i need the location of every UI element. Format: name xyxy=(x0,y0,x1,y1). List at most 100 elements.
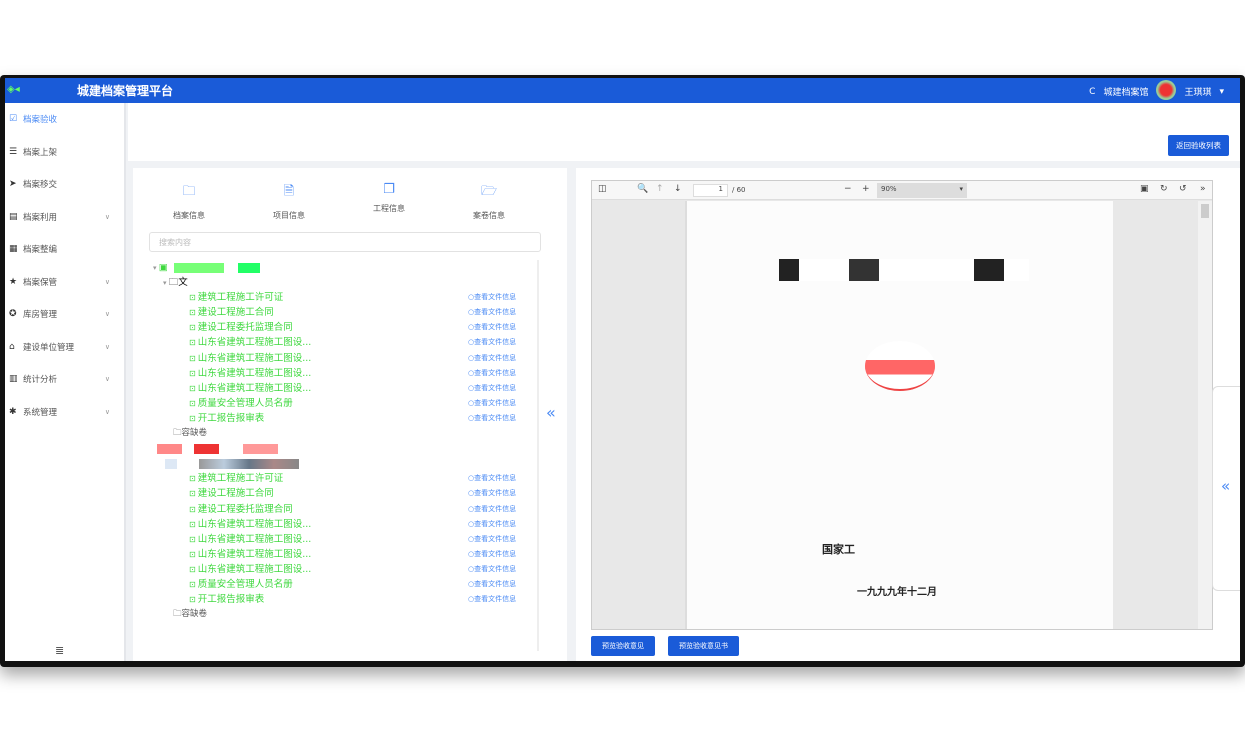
doc-date: 一九九九年十二月 xyxy=(857,587,937,598)
view-file-info-link[interactable]: ○查看文件信息 xyxy=(468,519,517,528)
zoom-select[interactable]: 90% ▾ xyxy=(877,183,967,198)
presentation-icon[interactable]: ▣ xyxy=(1140,184,1149,194)
file-icon: ⊡ xyxy=(189,368,196,378)
tree-file[interactable]: ⊡ 山东省建筑工程施工图设... ○查看文件信息 xyxy=(189,352,517,364)
tree-file[interactable]: ⊡ 质量安全管理人员名册 ○查看文件信息 xyxy=(189,397,517,409)
preview-opinion-button[interactable]: 预览验收意见 xyxy=(591,636,655,656)
tree-file[interactable]: ⊡ 建设工程委托监理合同 ○查看文件信息 xyxy=(189,503,517,515)
expand-right-icon[interactable]: « xyxy=(1212,386,1240,591)
app-header: ◈◂ 城建档案管理平台 C 城建档案馆 王琪琪 ▾ xyxy=(5,78,1240,103)
tree-file[interactable]: ⊡ 开工报告报审表 ○查看文件信息 xyxy=(189,594,517,606)
zoom-out-icon[interactable]: − xyxy=(844,184,852,194)
sidebar-item[interactable]: ✪ 库房管理 ∨ xyxy=(9,309,110,321)
tree-node-project[interactable]: ▾ ▣ xyxy=(153,260,533,275)
sidebar-item[interactable]: ☰ 档案上架 xyxy=(9,146,58,158)
tree-node-missing[interactable]: 🗀容缺卷 xyxy=(173,609,208,620)
top-bar: 返回验收列表 xyxy=(128,103,1240,161)
file-icon: ⊡ xyxy=(189,595,196,605)
building-icon: ⌂ xyxy=(9,341,15,352)
tree-file[interactable]: ⊡ 山东省建筑工程施工图设... ○查看文件信息 xyxy=(189,533,517,545)
tree-file[interactable]: ⊡ 建设工程委托监理合同 ○查看文件信息 xyxy=(189,322,517,334)
sidebar-item[interactable]: ✱ 系统管理 ∨ xyxy=(9,406,110,418)
view-file-info-link[interactable]: ○查看文件信息 xyxy=(468,504,517,513)
sidebar-item[interactable]: ▥ 统计分析 ∨ xyxy=(9,374,110,386)
tree-file[interactable]: ⊡ 山东省建筑工程施工图设... ○查看文件信息 xyxy=(189,548,517,560)
refresh-icon[interactable]: C xyxy=(1089,86,1096,97)
logo-icon: ◈◂ xyxy=(7,84,20,95)
zoom-in-icon[interactable]: + xyxy=(862,184,870,194)
sidebar-item[interactable]: ☑ 档案验收 xyxy=(9,114,58,126)
page-number-input[interactable]: 1 xyxy=(693,184,728,197)
tree-file[interactable]: ⊡ 建设工程施工合同 ○查看文件信息 xyxy=(189,307,517,319)
tree-file[interactable]: ⊡ 开工报告报审表 ○查看文件信息 xyxy=(189,412,517,424)
page-total: / 60 xyxy=(732,186,746,194)
tree-node-missing[interactable]: 🗀容缺卷 xyxy=(173,428,208,439)
arrow-up-icon[interactable]: ↑ xyxy=(656,184,664,194)
viewer-scrollbar[interactable] xyxy=(1198,201,1212,629)
view-file-info-link[interactable]: ○查看文件信息 xyxy=(468,383,517,392)
view-file-info-link[interactable]: ○查看文件信息 xyxy=(468,549,517,558)
sidebar-item[interactable]: ★ 档案保管 ∨ xyxy=(9,276,110,288)
search-icon[interactable]: 🔍 xyxy=(637,184,649,194)
folder-icon: ▦ xyxy=(9,244,18,255)
view-file-info-link[interactable]: ○查看文件信息 xyxy=(468,338,517,347)
menu-collapse-icon[interactable]: ≣ xyxy=(55,644,65,657)
rotate-ccw-icon[interactable]: ↺ xyxy=(1179,184,1187,194)
sidebar-toggle-icon[interactable]: ◫ xyxy=(598,184,607,194)
tree-file[interactable]: ⊡ 山东省建筑工程施工图设... ○查看文件信息 xyxy=(189,518,517,530)
rotate-cw-icon[interactable]: ↻ xyxy=(1160,184,1168,194)
tree-file[interactable]: ⊡ 建筑工程施工许可证 ○查看文件信息 xyxy=(189,292,517,304)
file-icon: ⊡ xyxy=(189,323,196,333)
tree-file[interactable]: ⊡ 山东省建筑工程施工图设... ○查看文件信息 xyxy=(189,367,517,379)
tree-file[interactable]: ⊡ 建设工程施工合同 ○查看文件信息 xyxy=(189,488,517,500)
tree-file[interactable]: ⊡ 山东省建筑工程施工图设... ○查看文件信息 xyxy=(189,563,517,575)
scrollbar[interactable] xyxy=(537,260,539,651)
avatar[interactable] xyxy=(1156,80,1177,100)
sidebar-item[interactable]: ▦ 档案整编 xyxy=(9,244,58,256)
view-file-info-link[interactable]: ○查看文件信息 xyxy=(468,474,517,483)
user-name[interactable]: 王琪琪 xyxy=(1184,88,1212,98)
tab-archive-info[interactable]: 🗀 档案信息 xyxy=(173,184,205,220)
chevron-down-icon: ∨ xyxy=(104,277,110,286)
tree-node-project[interactable] xyxy=(153,441,533,456)
search-input[interactable]: 搜索内容 xyxy=(149,232,541,252)
sidebar-item[interactable]: ▤ 档案利用 ∨ xyxy=(9,211,110,223)
view-file-info-link[interactable]: ○查看文件信息 xyxy=(468,564,517,573)
org-name: 城建档案馆 xyxy=(1103,88,1149,98)
view-file-info-link[interactable]: ○查看文件信息 xyxy=(468,323,517,332)
tree-file[interactable]: ⊡ 质量安全管理人员名册 ○查看文件信息 xyxy=(189,578,517,590)
preview-opinion-book-button[interactable]: 预览验收意见书 xyxy=(668,636,739,656)
view-file-info-link[interactable]: ○查看文件信息 xyxy=(468,595,517,604)
view-file-info-link[interactable]: ○查看文件信息 xyxy=(468,368,517,377)
view-file-info-link[interactable]: ○查看文件信息 xyxy=(468,353,517,362)
view-file-info-link[interactable]: ○查看文件信息 xyxy=(468,413,517,422)
chevron-down-icon: ∨ xyxy=(104,342,110,351)
file-icon: ⊡ xyxy=(189,308,196,318)
view-file-info-link[interactable]: ○查看文件信息 xyxy=(468,489,517,498)
more-tools-icon[interactable]: » xyxy=(1200,184,1206,194)
view-file-info-link[interactable]: ○查看文件信息 xyxy=(468,308,517,317)
chevron-down-icon[interactable]: ▾ xyxy=(1219,86,1224,97)
sidebar-item[interactable]: ➤ 档案移交 xyxy=(9,179,58,191)
tree-file[interactable]: ⊡ 山东省建筑工程施工图设... ○查看文件信息 xyxy=(189,337,517,349)
tree-node-folder[interactable]: ▾ 🗀文 xyxy=(163,277,188,289)
view-file-info-link[interactable]: ○查看文件信息 xyxy=(468,398,517,407)
back-to-list-button[interactable]: 返回验收列表 xyxy=(1168,135,1229,156)
chevron-down-icon: ∨ xyxy=(104,310,110,319)
doc-issuer: 国家工 xyxy=(822,543,855,556)
tab-volume-info[interactable]: 🗁 案卷信息 xyxy=(473,184,505,220)
tree-file[interactable]: ⊡ 山东省建筑工程施工图设... ○查看文件信息 xyxy=(189,382,517,394)
view-file-info-link[interactable]: ○查看文件信息 xyxy=(468,293,517,302)
pdf-viewer: ◫ 🔍 ↑ ↓ 1 / 60 − + 90% ▾ ▣ ↻ ↺ » 国家工 一九九… xyxy=(591,180,1213,630)
tree-node-folder[interactable] xyxy=(153,456,533,471)
tab-engineering-info[interactable]: ❐ 工程信息 xyxy=(373,182,405,213)
tree-file[interactable]: ⊡ 建筑工程施工许可证 ○查看文件信息 xyxy=(189,473,517,485)
collapse-left-icon[interactable]: « xyxy=(546,403,556,422)
sidebar-item[interactable]: ⌂ 建设单位管理 ∨ xyxy=(9,341,110,353)
tab-project-info[interactable]: 🗎 项目信息 xyxy=(273,184,305,220)
arrow-down-icon[interactable]: ↓ xyxy=(674,184,682,194)
warehouse-icon: ✪ xyxy=(9,309,17,320)
document-page: 国家工 一九九九年十二月 xyxy=(685,201,1113,629)
view-file-info-link[interactable]: ○查看文件信息 xyxy=(468,579,517,588)
view-file-info-link[interactable]: ○查看文件信息 xyxy=(468,534,517,543)
